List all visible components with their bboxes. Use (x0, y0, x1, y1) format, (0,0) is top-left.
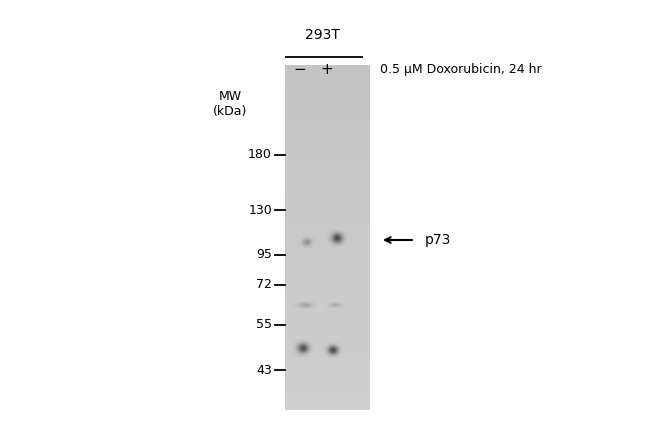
Text: 55: 55 (256, 319, 272, 332)
Text: +: + (320, 62, 333, 78)
Text: MW
(kDa): MW (kDa) (213, 90, 247, 118)
Text: 43: 43 (256, 363, 272, 376)
Text: −: − (294, 62, 306, 78)
Text: 130: 130 (248, 203, 272, 216)
Text: p73: p73 (425, 233, 451, 247)
Text: 72: 72 (256, 279, 272, 292)
Text: 293T: 293T (305, 28, 339, 42)
Text: 180: 180 (248, 149, 272, 162)
Text: 0.5 μM Doxorubicin, 24 hr: 0.5 μM Doxorubicin, 24 hr (380, 63, 541, 76)
Text: 95: 95 (256, 249, 272, 262)
